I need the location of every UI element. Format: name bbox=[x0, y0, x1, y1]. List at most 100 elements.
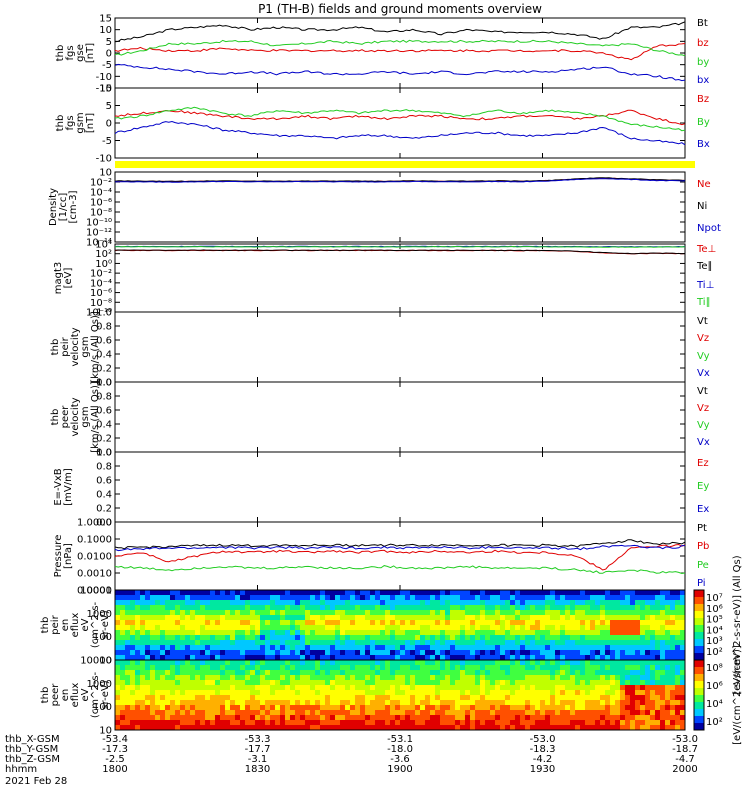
heatmap-cell bbox=[615, 670, 621, 676]
heatmap-cell bbox=[325, 650, 331, 656]
heatmap-cell bbox=[600, 600, 606, 606]
heatmap-cell bbox=[485, 705, 491, 711]
heatmap-cell bbox=[660, 665, 666, 671]
heatmap-cell bbox=[380, 695, 386, 701]
heatmap-cell bbox=[195, 605, 201, 611]
heatmap-cell bbox=[350, 685, 356, 691]
heatmap-cell bbox=[215, 625, 221, 631]
heatmap-cell bbox=[290, 610, 296, 616]
heatmap-cell bbox=[525, 705, 531, 711]
heatmap-cell bbox=[275, 715, 281, 721]
heatmap-cell bbox=[120, 725, 126, 731]
heatmap-cell bbox=[245, 595, 251, 601]
heatmap-cell bbox=[440, 705, 446, 711]
heatmap-cell bbox=[435, 710, 441, 716]
heatmap-cell bbox=[540, 625, 546, 631]
heatmap-cell bbox=[490, 720, 496, 726]
heatmap-cell bbox=[250, 595, 256, 601]
y-tick-label: 0.0100 bbox=[77, 552, 112, 563]
heatmap-cell bbox=[615, 615, 621, 621]
heatmap-cell bbox=[570, 650, 576, 656]
heatmap-cell bbox=[460, 695, 466, 701]
heatmap-cell bbox=[415, 675, 421, 681]
heatmap-cell bbox=[240, 655, 246, 661]
heatmap-cell bbox=[185, 660, 191, 666]
colorbar-segment bbox=[694, 625, 704, 633]
heatmap-cell bbox=[485, 710, 491, 716]
heatmap-cell bbox=[195, 640, 201, 646]
heatmap-cell bbox=[155, 685, 161, 691]
heatmap-cell bbox=[545, 655, 551, 661]
heatmap-cell bbox=[640, 695, 646, 701]
heatmap-cell bbox=[670, 725, 676, 731]
heatmap-cell bbox=[630, 725, 636, 731]
heatmap-cell bbox=[225, 690, 231, 696]
heatmap-cell bbox=[580, 725, 586, 731]
heatmap-cell bbox=[550, 625, 556, 631]
heatmap-cell bbox=[430, 695, 436, 701]
heatmap-cell bbox=[510, 670, 516, 676]
heatmap-cell bbox=[465, 660, 471, 666]
heatmap-cell bbox=[680, 710, 686, 716]
heatmap-cell bbox=[460, 700, 466, 706]
heatmap-cell bbox=[540, 680, 546, 686]
heatmap-cell bbox=[500, 665, 506, 671]
heatmap-cell bbox=[600, 680, 606, 686]
y-tick-label: 0 bbox=[106, 49, 112, 60]
heatmap-cell bbox=[355, 725, 361, 731]
heatmap-cell bbox=[570, 640, 576, 646]
heatmap-cell bbox=[510, 635, 516, 641]
heatmap-cell bbox=[660, 690, 666, 696]
y-axis-label: peer bbox=[60, 405, 71, 429]
heatmap-cell bbox=[170, 655, 176, 661]
heatmap-cell bbox=[315, 630, 321, 636]
heatmap-cell bbox=[660, 620, 666, 626]
heatmap-cell bbox=[220, 615, 226, 621]
heatmap-cell bbox=[165, 630, 171, 636]
heatmap-cell bbox=[505, 725, 511, 731]
heatmap-cell bbox=[230, 690, 236, 696]
heatmap-cell bbox=[545, 685, 551, 691]
heatmap-cell bbox=[285, 695, 291, 701]
heatmap-cell bbox=[620, 590, 626, 596]
heatmap-cell bbox=[675, 725, 681, 731]
heatmap-cell bbox=[305, 685, 311, 691]
heatmap-cell bbox=[605, 695, 611, 701]
heatmap-cell bbox=[545, 665, 551, 671]
heatmap-cell bbox=[230, 685, 236, 691]
heatmap-cell bbox=[475, 640, 481, 646]
heatmap-cell bbox=[415, 720, 421, 726]
heatmap-cell bbox=[285, 685, 291, 691]
heatmap-cell bbox=[150, 630, 156, 636]
heatmap-cell bbox=[460, 635, 466, 641]
heatmap-cell bbox=[395, 615, 401, 621]
heatmap-cell bbox=[120, 620, 126, 626]
heatmap-cell bbox=[200, 615, 206, 621]
heatmap-cell bbox=[150, 615, 156, 621]
heatmap-cell bbox=[485, 690, 491, 696]
colorbar-segment bbox=[694, 611, 704, 619]
heatmap-cell bbox=[120, 645, 126, 651]
heatmap-cell bbox=[610, 680, 616, 686]
heatmap-cell bbox=[545, 670, 551, 676]
heatmap-cell bbox=[530, 600, 536, 606]
heatmap-cell bbox=[485, 680, 491, 686]
heatmap-cell bbox=[240, 705, 246, 711]
heatmap-cell bbox=[165, 635, 171, 641]
heatmap-cell bbox=[355, 635, 361, 641]
heatmap-cell bbox=[175, 685, 181, 691]
heatmap-cell bbox=[435, 660, 441, 666]
heatmap-cell bbox=[660, 700, 666, 706]
heatmap-cell bbox=[590, 675, 596, 681]
heatmap-cell bbox=[475, 595, 481, 601]
heatmap-cell bbox=[245, 655, 251, 661]
heatmap-cell bbox=[615, 710, 621, 716]
heatmap-cell bbox=[215, 635, 221, 641]
heatmap-cell bbox=[440, 595, 446, 601]
heatmap-cell bbox=[640, 675, 646, 681]
heatmap-cell bbox=[260, 620, 266, 626]
heatmap-cell bbox=[450, 620, 456, 626]
heatmap-cell bbox=[515, 670, 521, 676]
heatmap-cell bbox=[505, 695, 511, 701]
heatmap-cell bbox=[125, 705, 131, 711]
